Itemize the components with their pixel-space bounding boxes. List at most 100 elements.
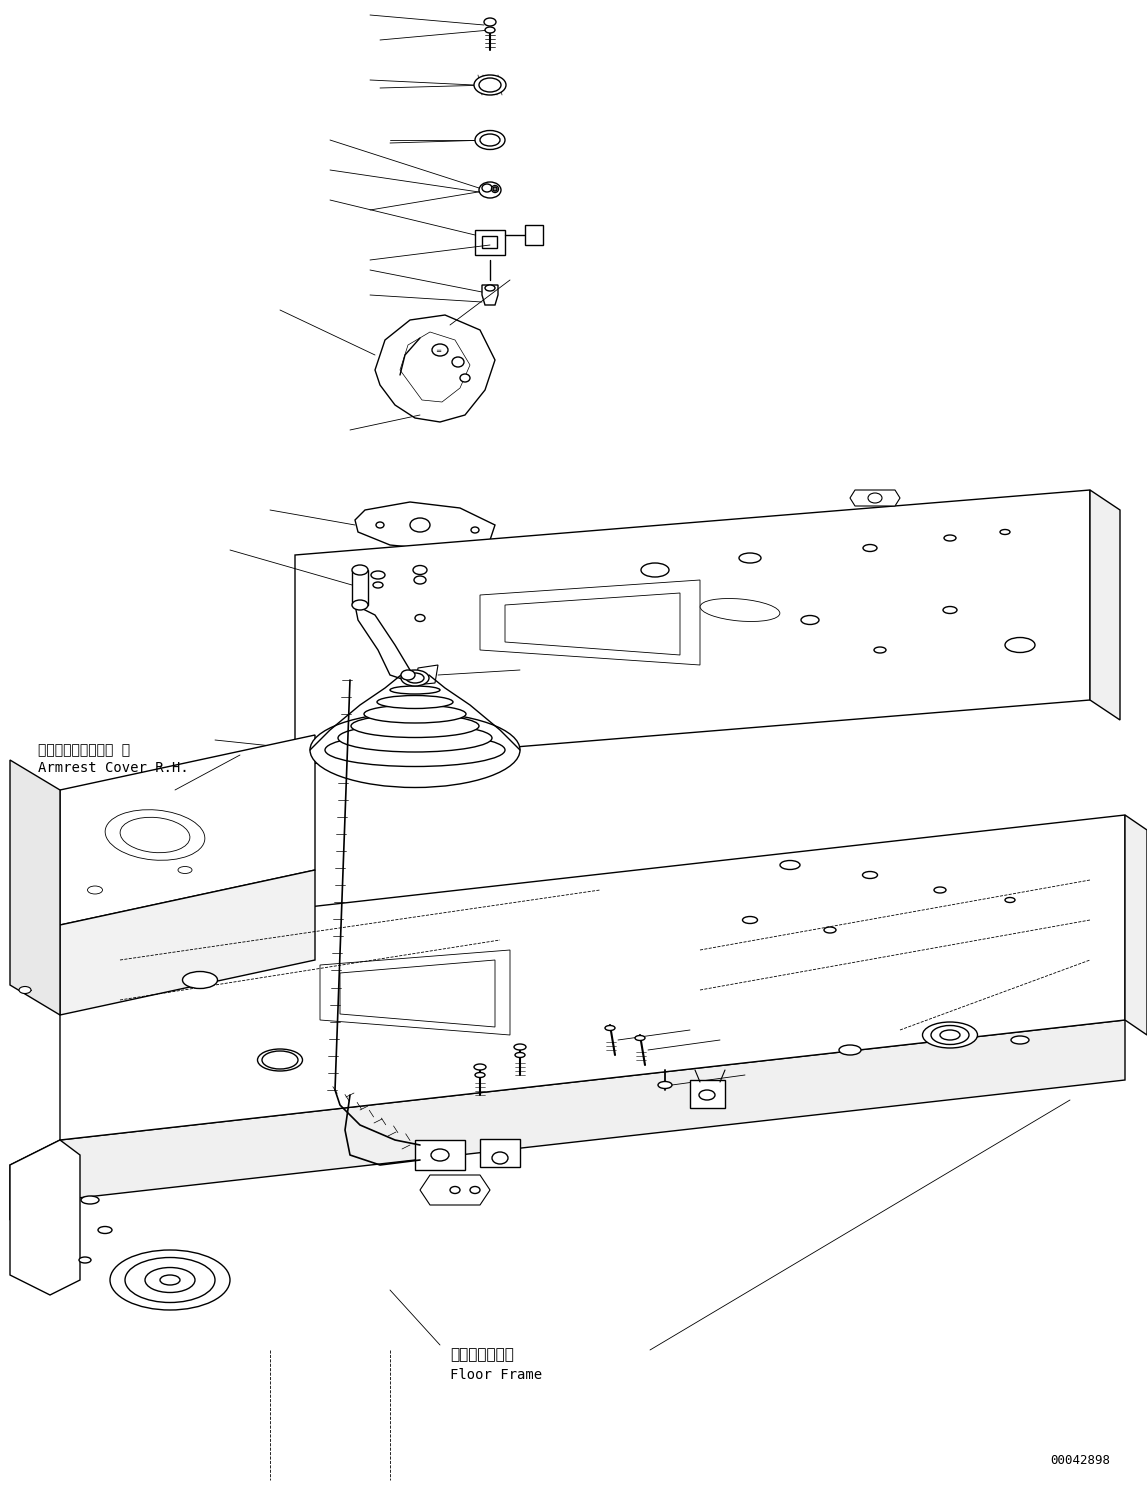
Ellipse shape	[493, 188, 497, 191]
Ellipse shape	[934, 887, 946, 893]
Bar	[415, 1141, 465, 1170]
Ellipse shape	[431, 1150, 448, 1161]
Text: ═: ═	[436, 347, 440, 353]
Ellipse shape	[373, 582, 383, 588]
Ellipse shape	[352, 600, 368, 610]
Polygon shape	[10, 759, 60, 1015]
Ellipse shape	[604, 1026, 615, 1030]
Ellipse shape	[485, 27, 496, 33]
Text: Floor Frame: Floor Frame	[450, 1368, 543, 1382]
Ellipse shape	[742, 917, 757, 923]
Ellipse shape	[479, 134, 500, 146]
Ellipse shape	[838, 1045, 861, 1056]
Ellipse shape	[868, 493, 882, 503]
Ellipse shape	[87, 886, 102, 893]
Polygon shape	[60, 814, 1125, 1141]
Ellipse shape	[351, 715, 479, 737]
Ellipse shape	[780, 861, 799, 870]
Polygon shape	[482, 284, 498, 305]
Ellipse shape	[482, 185, 492, 192]
Polygon shape	[356, 605, 409, 680]
Ellipse shape	[159, 1275, 180, 1285]
Polygon shape	[60, 1020, 1125, 1200]
Ellipse shape	[479, 182, 501, 198]
Ellipse shape	[376, 523, 384, 529]
Ellipse shape	[515, 1053, 525, 1057]
Ellipse shape	[257, 1048, 303, 1071]
Ellipse shape	[125, 1258, 214, 1303]
Ellipse shape	[414, 576, 426, 584]
Ellipse shape	[325, 734, 505, 767]
Ellipse shape	[19, 987, 31, 993]
Polygon shape	[10, 1141, 60, 1219]
Ellipse shape	[484, 18, 496, 25]
Ellipse shape	[413, 566, 427, 575]
Ellipse shape	[1005, 637, 1035, 652]
Ellipse shape	[863, 871, 877, 879]
Ellipse shape	[401, 670, 415, 680]
Polygon shape	[375, 316, 496, 421]
Ellipse shape	[310, 713, 520, 788]
Ellipse shape	[106, 810, 205, 861]
Ellipse shape	[432, 344, 448, 356]
Ellipse shape	[81, 1196, 99, 1205]
Polygon shape	[60, 736, 315, 925]
Ellipse shape	[474, 1065, 486, 1071]
Ellipse shape	[658, 1081, 672, 1088]
Ellipse shape	[1005, 898, 1015, 902]
Polygon shape	[356, 502, 496, 549]
Polygon shape	[420, 1175, 490, 1205]
Ellipse shape	[178, 867, 192, 874]
Ellipse shape	[338, 724, 492, 752]
Ellipse shape	[145, 1267, 195, 1292]
Polygon shape	[60, 870, 315, 1015]
Ellipse shape	[470, 1187, 479, 1194]
Ellipse shape	[874, 648, 885, 654]
Polygon shape	[1090, 490, 1119, 721]
Ellipse shape	[471, 527, 479, 533]
Ellipse shape	[922, 1021, 977, 1048]
Ellipse shape	[801, 615, 819, 624]
Ellipse shape	[635, 1035, 645, 1041]
Ellipse shape	[460, 374, 470, 383]
Ellipse shape	[944, 535, 955, 541]
Ellipse shape	[79, 1257, 91, 1263]
Ellipse shape	[377, 695, 453, 709]
Text: Armrest Cover R.H.: Armrest Cover R.H.	[38, 761, 189, 774]
Ellipse shape	[514, 1044, 526, 1050]
Ellipse shape	[401, 670, 429, 686]
Ellipse shape	[370, 570, 385, 579]
Ellipse shape	[700, 599, 780, 621]
Text: 00042898: 00042898	[1050, 1453, 1110, 1467]
Ellipse shape	[450, 1187, 460, 1194]
Ellipse shape	[492, 1152, 508, 1164]
Ellipse shape	[262, 1051, 298, 1069]
Ellipse shape	[863, 545, 877, 551]
Bar	[479, 1139, 520, 1167]
Ellipse shape	[699, 1090, 715, 1100]
Text: アームレストカバー 右: アームレストカバー 右	[38, 743, 130, 756]
Polygon shape	[1125, 814, 1147, 1035]
Ellipse shape	[1011, 1036, 1029, 1044]
Ellipse shape	[1000, 530, 1011, 535]
Ellipse shape	[182, 971, 218, 989]
Ellipse shape	[452, 357, 465, 366]
Ellipse shape	[475, 131, 505, 149]
Polygon shape	[400, 332, 470, 402]
Ellipse shape	[110, 1249, 231, 1310]
Ellipse shape	[352, 564, 368, 575]
Ellipse shape	[474, 74, 506, 95]
Ellipse shape	[364, 704, 466, 724]
Ellipse shape	[120, 817, 190, 853]
Ellipse shape	[931, 1026, 969, 1044]
Ellipse shape	[406, 673, 424, 683]
Polygon shape	[850, 490, 900, 506]
Polygon shape	[10, 1141, 80, 1295]
Ellipse shape	[415, 615, 426, 621]
Ellipse shape	[479, 77, 501, 92]
Ellipse shape	[943, 606, 957, 613]
Text: フロアフレーム: フロアフレーム	[450, 1348, 514, 1362]
Bar	[475, 229, 505, 255]
Ellipse shape	[492, 186, 499, 192]
Ellipse shape	[824, 928, 836, 934]
